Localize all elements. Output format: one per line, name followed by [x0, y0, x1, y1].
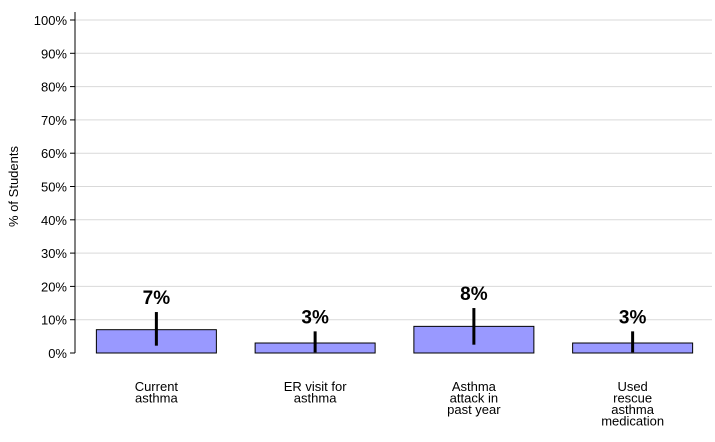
category-label-line: Used	[617, 379, 647, 394]
bars: 7% 3% 8% 3%	[95, 284, 694, 354]
gridlines	[75, 19, 712, 321]
category-label-line: ER visit for	[284, 379, 348, 394]
data-label: 7%	[143, 288, 171, 309]
category-label-line: Asthma	[452, 379, 497, 394]
y-axis-label: % of Students	[6, 146, 21, 227]
data-label: 3%	[619, 307, 647, 328]
y-tick-label: 80%	[41, 80, 67, 95]
y-tick-label: 70%	[41, 113, 67, 128]
y-tick-label: 60%	[41, 146, 67, 161]
category-label: ER visit for asthma	[284, 379, 348, 406]
category-label-line: asthma	[611, 402, 654, 417]
y-tick-label: 100%	[34, 13, 68, 28]
y-tick-label: 30%	[41, 246, 67, 261]
category-label-line: asthma	[294, 391, 337, 406]
y-tick-label: 40%	[41, 213, 67, 228]
data-label: 3%	[301, 307, 329, 328]
y-axis-ticks: 0% 10% 20% 30% 40% 50% 60% 70% 80% 90% 100%	[34, 13, 75, 361]
category-label: Asthma attack in past year	[447, 379, 501, 417]
y-tick-label: 10%	[41, 313, 67, 328]
y-tick-label: 90%	[41, 46, 67, 61]
category-label: Used rescue asthma medication	[601, 379, 664, 429]
y-tick-label: 50%	[41, 180, 67, 195]
y-tick-label: 0%	[48, 346, 67, 361]
category-label-line: rescue	[613, 391, 652, 406]
category-label-line: Current	[135, 379, 179, 394]
category-label-line: attack in	[450, 391, 498, 406]
category-label-line: past year	[447, 402, 501, 417]
y-tick-label: 20%	[41, 279, 67, 294]
category-label-line: asthma	[135, 391, 178, 406]
category-label: Current asthma	[135, 379, 179, 406]
data-label: 8%	[460, 284, 488, 305]
category-label-line: medication	[601, 414, 664, 429]
